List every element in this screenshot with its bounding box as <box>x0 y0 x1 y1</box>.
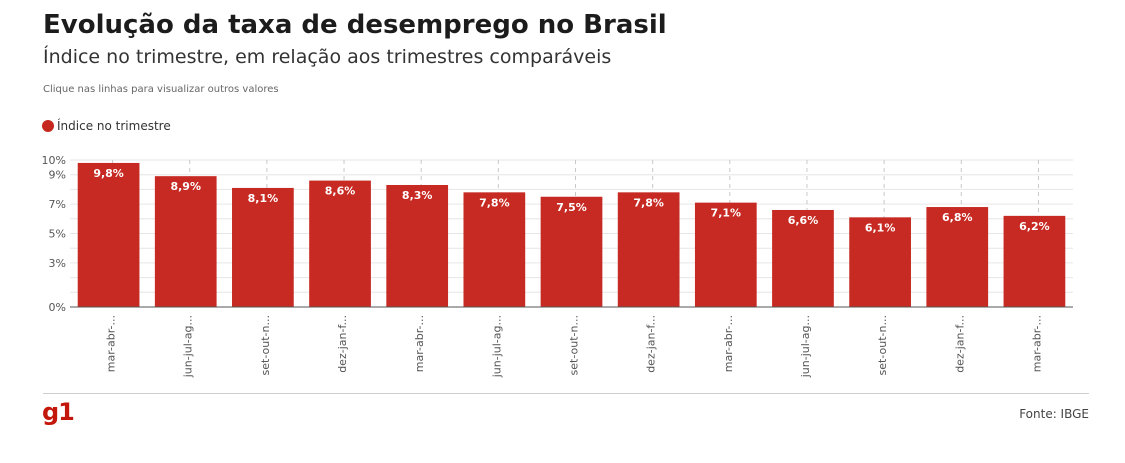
x-tick-label: set-out-n... <box>568 315 581 375</box>
data-label: 6,1% <box>865 221 896 234</box>
bar-chart: 0% 3% 5% 7% 9% 10% 9,8% mar-abr-... 8,9% jun-jul-… <box>42 154 1073 378</box>
bar[interactable] <box>926 207 989 307</box>
x-tick-label: dez-jan-f... <box>336 315 349 373</box>
y-tick-label: 3% <box>49 257 66 270</box>
x-tick-label: mar-abr-... <box>413 315 426 372</box>
bar[interactable] <box>309 180 371 307</box>
data-label: 6,8% <box>942 211 973 224</box>
x-tick-label: dez-jan-f... <box>953 315 966 373</box>
bar[interactable] <box>772 209 834 307</box>
bar[interactable] <box>77 162 140 307</box>
x-tick-label: mar-abr-... <box>722 315 735 372</box>
data-label: 8,6% <box>325 185 356 198</box>
legend-swatch <box>42 120 54 132</box>
y-tick-label: 7% <box>49 198 66 211</box>
x-tick-label: set-out-n... <box>259 315 272 375</box>
legend[interactable]: Índice no trimestre <box>42 119 171 133</box>
y-tick-label: 10% <box>42 154 66 167</box>
x-tick-label: dez-jan-f... <box>645 315 658 373</box>
footer-divider <box>43 393 1089 394</box>
bar[interactable] <box>617 192 680 307</box>
data-label: 8,9% <box>170 180 201 193</box>
g1-logo: g1 <box>42 398 75 426</box>
x-tick-label: jun-jul-ag... <box>799 315 812 378</box>
x-tick-label: jun-jul-ag... <box>490 315 503 378</box>
chart-title: Evolução da taxa de desemprego no Brasil <box>43 10 667 40</box>
data-label: 7,5% <box>556 201 587 214</box>
bar[interactable] <box>232 187 294 307</box>
x-tick-label: mar-abr-... <box>1030 315 1043 372</box>
y-tick-label: 9% <box>49 169 66 182</box>
bar[interactable] <box>463 192 526 307</box>
bar[interactable] <box>540 196 603 307</box>
x-tick-label: mar-abr-... <box>105 315 118 372</box>
hint-text: Clique nas linhas para visualizar outros… <box>43 84 279 95</box>
chart-subtitle: Índice no trimestre, em relação aos trim… <box>43 46 612 68</box>
data-label: 9,8% <box>93 167 124 180</box>
bar[interactable] <box>154 176 217 307</box>
x-tick-label: set-out-n... <box>876 315 889 375</box>
data-label: 7,1% <box>711 207 742 220</box>
bar[interactable] <box>386 184 449 307</box>
bar[interactable] <box>849 217 911 307</box>
data-label: 8,1% <box>248 192 279 205</box>
source-note: Fonte: IBGE <box>1019 407 1089 421</box>
data-label: 6,2% <box>1019 220 1050 233</box>
bar[interactable] <box>1003 215 1066 307</box>
data-label: 7,8% <box>633 196 664 209</box>
data-label: 8,3% <box>402 189 433 202</box>
y-tick-label: 0% <box>49 301 66 314</box>
data-label: 7,8% <box>479 196 510 209</box>
y-tick-label: 5% <box>49 228 66 241</box>
bar[interactable] <box>694 202 757 307</box>
data-label: 6,6% <box>788 214 819 227</box>
x-tick-label: jun-jul-ag... <box>182 315 195 378</box>
legend-label: Índice no trimestre <box>57 119 171 133</box>
